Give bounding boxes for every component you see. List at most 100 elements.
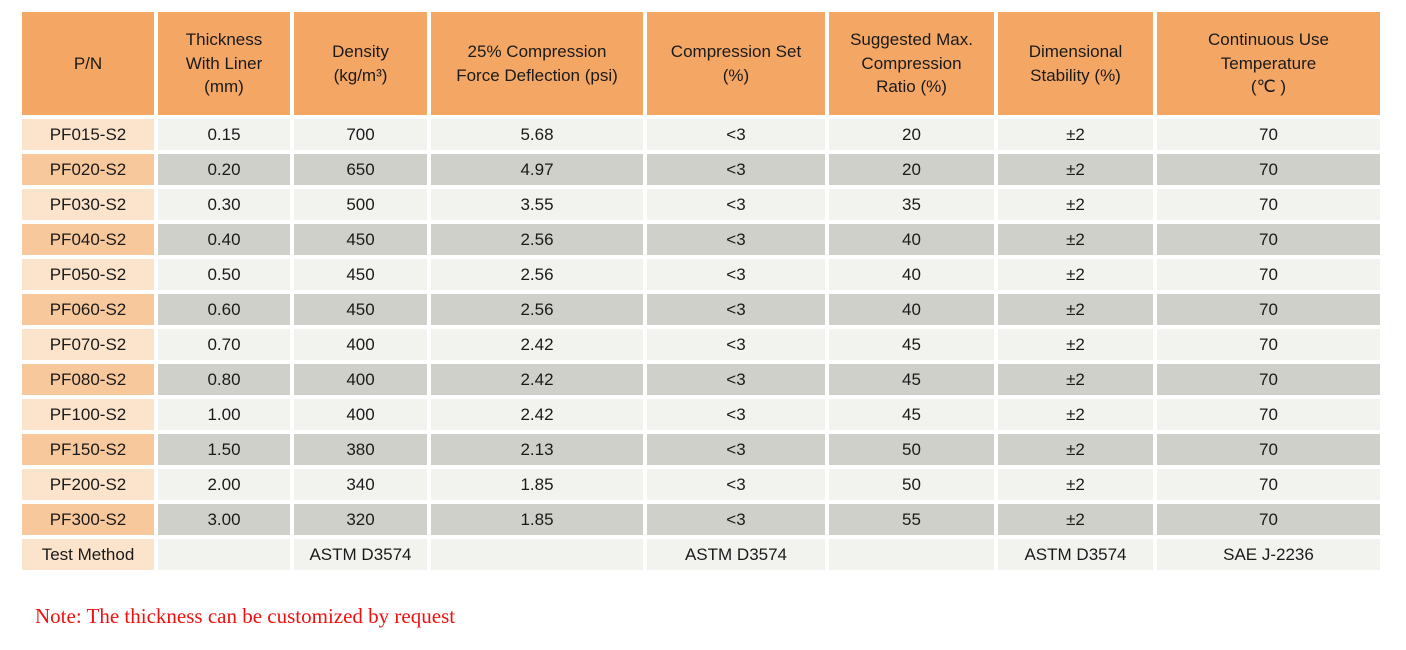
value-cell [431, 539, 643, 570]
value-cell: 450 [294, 224, 427, 255]
value-cell: 2.56 [431, 224, 643, 255]
value-cell: 35 [829, 189, 994, 220]
header-dimensional-stability: Dimensional Stability (%) [998, 12, 1153, 115]
value-cell: 70 [1157, 224, 1380, 255]
value-cell: <3 [647, 364, 825, 395]
value-cell: 70 [1157, 259, 1380, 290]
value-cell: ±2 [998, 189, 1153, 220]
pn-cell: PF040-S2 [22, 224, 154, 255]
value-cell: <3 [647, 399, 825, 430]
pn-cell: PF020-S2 [22, 154, 154, 185]
pn-cell: PF200-S2 [22, 469, 154, 500]
table-row: PF070-S2 0.70 400 2.42 <3 45 ±2 70 [22, 329, 1380, 360]
value-cell: 340 [294, 469, 427, 500]
value-cell: ±2 [998, 119, 1153, 150]
header-density: Density (kg/m³) [294, 12, 427, 115]
value-cell: 20 [829, 154, 994, 185]
pn-cell: PF300-S2 [22, 504, 154, 535]
header-row: P/N Thickness With Liner (mm) Density (k… [22, 12, 1380, 115]
value-cell: 2.56 [431, 259, 643, 290]
value-cell: <3 [647, 434, 825, 465]
value-cell: 1.85 [431, 504, 643, 535]
value-cell [158, 539, 290, 570]
pn-cell: PF070-S2 [22, 329, 154, 360]
value-cell: 3.00 [158, 504, 290, 535]
value-cell: 70 [1157, 364, 1380, 395]
pn-cell: PF030-S2 [22, 189, 154, 220]
value-cell: 0.15 [158, 119, 290, 150]
value-cell: 4.97 [431, 154, 643, 185]
value-cell: <3 [647, 469, 825, 500]
value-cell: 400 [294, 399, 427, 430]
value-cell: ASTM D3574 [294, 539, 427, 570]
header-pn: P/N [22, 12, 154, 115]
header-suggested-max-compression-ratio: Suggested Max. Compression Ratio (%) [829, 12, 994, 115]
value-cell: 45 [829, 329, 994, 360]
value-cell: 3.55 [431, 189, 643, 220]
header-thickness-with-liner: Thickness With Liner (mm) [158, 12, 290, 115]
value-cell: 0.80 [158, 364, 290, 395]
value-cell: ±2 [998, 154, 1153, 185]
value-cell: 40 [829, 259, 994, 290]
value-cell: 0.70 [158, 329, 290, 360]
table-row: PF015-S2 0.15 700 5.68 <3 20 ±2 70 [22, 119, 1380, 150]
value-cell: 5.68 [431, 119, 643, 150]
value-cell: <3 [647, 224, 825, 255]
value-cell: <3 [647, 504, 825, 535]
note-text: Note: The thickness can be customized by… [35, 604, 456, 628]
value-cell: ASTM D3574 [647, 539, 825, 570]
value-cell: 70 [1157, 154, 1380, 185]
pn-cell: Test Method [22, 539, 154, 570]
pn-cell: PF050-S2 [22, 259, 154, 290]
value-cell: 40 [829, 294, 994, 325]
table-row: PF060-S2 0.60 450 2.56 <3 40 ±2 70 [22, 294, 1380, 325]
value-cell: 650 [294, 154, 427, 185]
value-cell: 70 [1157, 434, 1380, 465]
value-cell: SAE J-2236 [1157, 539, 1380, 570]
value-cell: 1.50 [158, 434, 290, 465]
value-cell: <3 [647, 189, 825, 220]
value-cell: 70 [1157, 329, 1380, 360]
value-cell: 70 [1157, 469, 1380, 500]
value-cell: 45 [829, 399, 994, 430]
value-cell: ±2 [998, 259, 1153, 290]
table-row: PF080-S2 0.80 400 2.42 <3 45 ±2 70 [22, 364, 1380, 395]
header-continuous-use-temperature: Continuous Use Temperature (℃ ) [1157, 12, 1380, 115]
datasheet-page: P/N Thickness With Liner (mm) Density (k… [18, 8, 1384, 628]
value-cell: ±2 [998, 434, 1153, 465]
table-body: PF015-S2 0.15 700 5.68 <3 20 ±2 70 PF020-S2 0.20 6… [22, 119, 1380, 570]
table-row: PF200-S2 2.00 340 1.85 <3 50 ±2 70 [22, 469, 1380, 500]
pn-cell: PF100-S2 [22, 399, 154, 430]
spec-table: P/N Thickness With Liner (mm) Density (k… [18, 8, 1384, 574]
value-cell: <3 [647, 119, 825, 150]
table-row: PF050-S2 0.50 450 2.56 <3 40 ±2 70 [22, 259, 1380, 290]
pn-cell: PF015-S2 [22, 119, 154, 150]
header-compression-set: Compression Set (%) [647, 12, 825, 115]
value-cell: <3 [647, 294, 825, 325]
value-cell: 320 [294, 504, 427, 535]
value-cell: 1.85 [431, 469, 643, 500]
table-row: PF020-S2 0.20 650 4.97 <3 20 ±2 70 [22, 154, 1380, 185]
pn-cell: PF150-S2 [22, 434, 154, 465]
value-cell: 380 [294, 434, 427, 465]
value-cell: ±2 [998, 469, 1153, 500]
value-cell: 45 [829, 364, 994, 395]
value-cell: 2.42 [431, 329, 643, 360]
value-cell: 2.00 [158, 469, 290, 500]
value-cell: ±2 [998, 504, 1153, 535]
value-cell: <3 [647, 329, 825, 360]
value-cell: 500 [294, 189, 427, 220]
table-row: PF150-S2 1.50 380 2.13 <3 50 ±2 70 [22, 434, 1380, 465]
value-cell: ±2 [998, 294, 1153, 325]
value-cell: 70 [1157, 119, 1380, 150]
table-header: P/N Thickness With Liner (mm) Density (k… [22, 12, 1380, 115]
value-cell: 400 [294, 329, 427, 360]
value-cell: 55 [829, 504, 994, 535]
value-cell: <3 [647, 154, 825, 185]
pn-cell: PF060-S2 [22, 294, 154, 325]
value-cell: 0.60 [158, 294, 290, 325]
header-compression-force-deflection: 25% Compression Force Deflection (psi) [431, 12, 643, 115]
value-cell: 0.30 [158, 189, 290, 220]
value-cell: 70 [1157, 294, 1380, 325]
table-row: Test Method ASTM D3574 ASTM D3574 ASTM D357… [22, 539, 1380, 570]
